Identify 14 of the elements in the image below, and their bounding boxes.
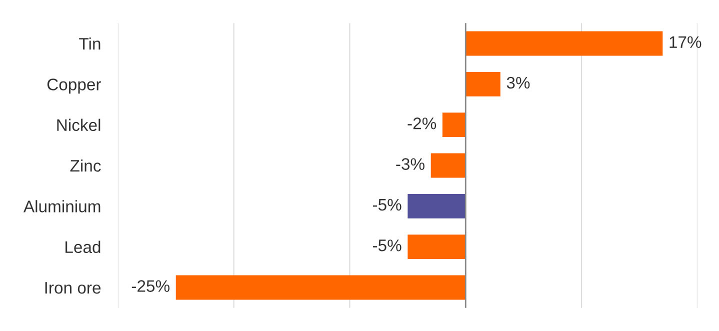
y-tick-label: Aluminium [23, 200, 100, 212]
data-label: 3% [506, 76, 530, 89]
data-label: -3% [396, 158, 424, 170]
data-label: -2% [408, 118, 436, 130]
y-tick-label: Copper [47, 78, 101, 94]
y-tick-label: Iron ore [45, 282, 101, 294]
data-label: -5% [372, 240, 402, 252]
data-label: -25% [132, 280, 170, 292]
y-tick-label: Tin [79, 37, 100, 50]
data-label: 17% [670, 36, 702, 48]
data-label: -5% [372, 198, 402, 211]
y-tick-label: Zinc [70, 159, 101, 172]
y-tick-label: Nickel [57, 118, 100, 132]
y-tick-label: Lead [66, 240, 100, 254]
